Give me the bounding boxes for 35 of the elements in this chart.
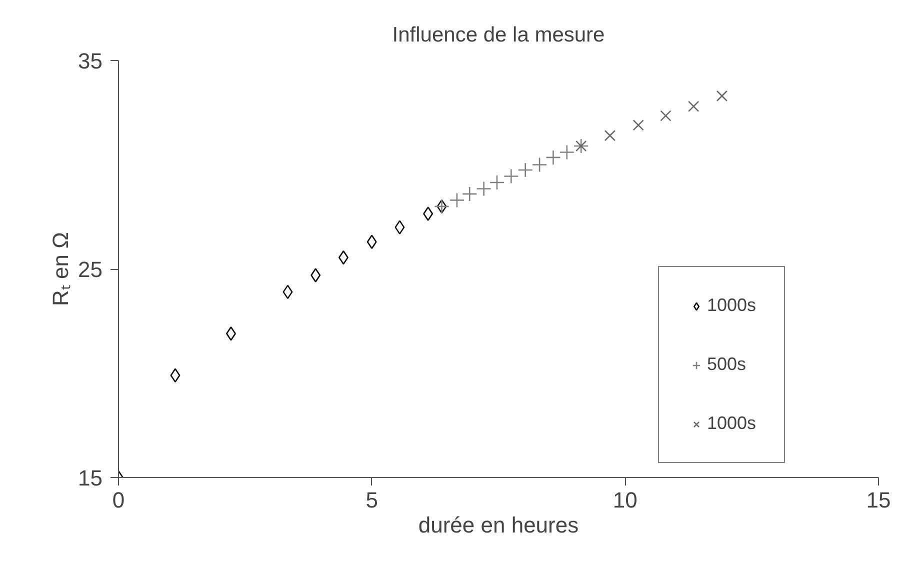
y-axis-title: Rₜ en Ω — [48, 232, 74, 306]
point — [688, 100, 700, 112]
point — [394, 220, 405, 234]
x-axis-title: durée en heures — [418, 512, 579, 538]
point — [632, 120, 644, 131]
point — [462, 186, 478, 202]
point — [170, 368, 180, 382]
point — [282, 284, 293, 300]
legend-label: 500s — [707, 354, 746, 375]
point — [532, 157, 548, 172]
point — [476, 181, 492, 196]
point — [310, 268, 321, 282]
point — [449, 192, 465, 208]
point — [338, 250, 348, 265]
point — [559, 144, 575, 160]
point — [660, 110, 672, 122]
point — [546, 150, 561, 166]
y-tick-label: 35 — [78, 48, 103, 74]
legend-label: 1000s — [707, 295, 756, 316]
point — [226, 326, 236, 341]
x-tick-label: 0 — [112, 488, 125, 512]
point — [366, 234, 377, 250]
y-tick-label: 15 — [78, 466, 103, 490]
point — [489, 174, 505, 190]
point — [504, 168, 519, 184]
point — [604, 130, 616, 142]
y-tick-label: 25 — [78, 257, 103, 282]
point — [518, 162, 534, 178]
point — [423, 206, 434, 221]
chart-title: Influence de la mesure — [392, 24, 605, 46]
x-tick-label: 5 — [366, 488, 378, 512]
x-tick-label: 15 — [866, 488, 891, 512]
point — [716, 90, 728, 102]
x-tick-label: 10 — [612, 488, 638, 512]
legend-label: 1000s — [707, 413, 756, 434]
